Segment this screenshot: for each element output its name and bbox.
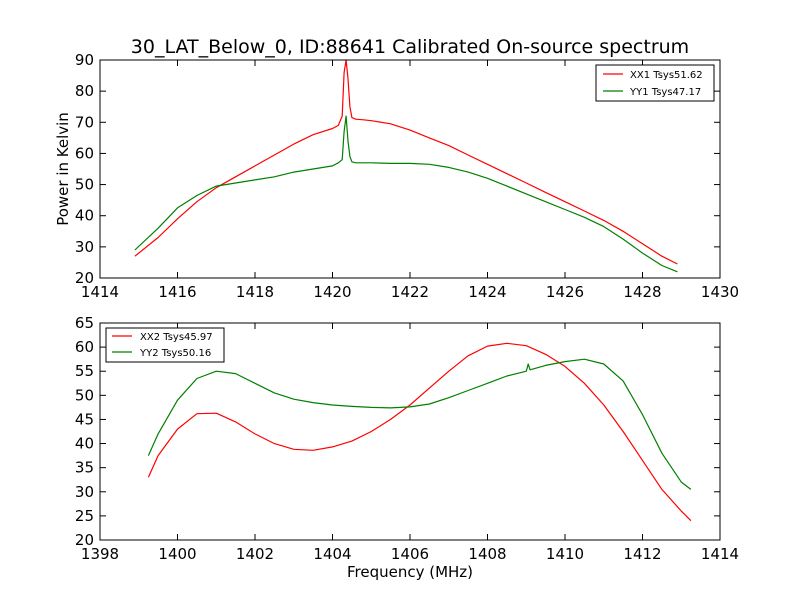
x-tick-label: 1410 (546, 545, 584, 563)
legend-box (595, 64, 715, 102)
legend-box (105, 327, 225, 363)
x-axis-label: Frequency (MHz) (347, 563, 473, 581)
y-tick-label: 80 (75, 82, 94, 100)
y-tick-label: 50 (75, 386, 94, 404)
legend: XX2 Tsys45.97 YY2 Tsys50.16 (105, 327, 225, 363)
series-line-1 (147, 342, 692, 522)
y-tick-label: 90 (75, 51, 94, 69)
x-tick-label: 1402 (236, 545, 274, 563)
x-tick-label: 1422 (391, 283, 429, 301)
legend-label-xx2: XX2 Tsys45.97 (140, 332, 213, 343)
series-line-1 (134, 59, 678, 265)
y-tick-label: 35 (75, 459, 94, 477)
y-tick-label: 60 (75, 338, 94, 356)
x-tick-label: 1420 (313, 283, 351, 301)
y-tick-label: 70 (75, 113, 94, 131)
x-tick-label: 1424 (468, 283, 506, 301)
x-tick-label: 1416 (158, 283, 196, 301)
chart-bottom: Frequency (MHz) 1398 1400 1402 1404 1406 1408… (75, 314, 739, 581)
x-tick-label: 1430 (701, 283, 739, 301)
y-tick-label: 20 (75, 531, 94, 549)
chart-title: 30_LAT_Below_0, ID:88641 Calibrated On-s… (131, 36, 689, 58)
y-tick-label: 30 (75, 483, 94, 501)
x-tick-label: 1428 (623, 283, 661, 301)
x-tick-label: 1404 (313, 545, 351, 563)
y-tick-label: 65 (75, 314, 94, 332)
chart-top: 30_LAT_Below_0, ID:88641 Calibrated On-s… (54, 36, 739, 301)
y-tick-label: 45 (75, 410, 94, 428)
x-tick-label: 1414 (701, 545, 739, 563)
y-axis-label: Power in Kelvin (54, 112, 72, 226)
y-tick-label: 60 (75, 144, 94, 162)
series-line-2 (134, 115, 678, 273)
x-tick-label: 1400 (158, 545, 196, 563)
x-tick-label: 1426 (546, 283, 584, 301)
legend-label-yy2: YY2 Tsys50.16 (139, 348, 211, 359)
y-tick-label: 20 (75, 269, 94, 287)
y-tick-label: 50 (75, 176, 94, 194)
y-tick-label: 40 (75, 207, 94, 225)
legend: XX1 Tsys51.62 YY1 Tsys47.17 (595, 64, 715, 102)
y-tick-label: 55 (75, 362, 94, 380)
x-tick-label: 1406 (391, 545, 429, 563)
x-tick-label: 1408 (468, 545, 506, 563)
x-tick-label: 1412 (623, 545, 661, 563)
y-tick-label: 40 (75, 435, 94, 453)
legend-label-xx1: XX1 Tsys51.62 (630, 70, 703, 81)
x-tick-label: 1418 (236, 283, 274, 301)
x-tick-label: 1398 (81, 545, 119, 563)
legend-label-yy1: YY1 Tsys47.17 (629, 87, 701, 98)
y-tick-label: 30 (75, 238, 94, 256)
y-tick-label: 25 (75, 507, 94, 525)
x-tick-label: 1414 (81, 283, 119, 301)
series-line-2 (147, 358, 692, 490)
